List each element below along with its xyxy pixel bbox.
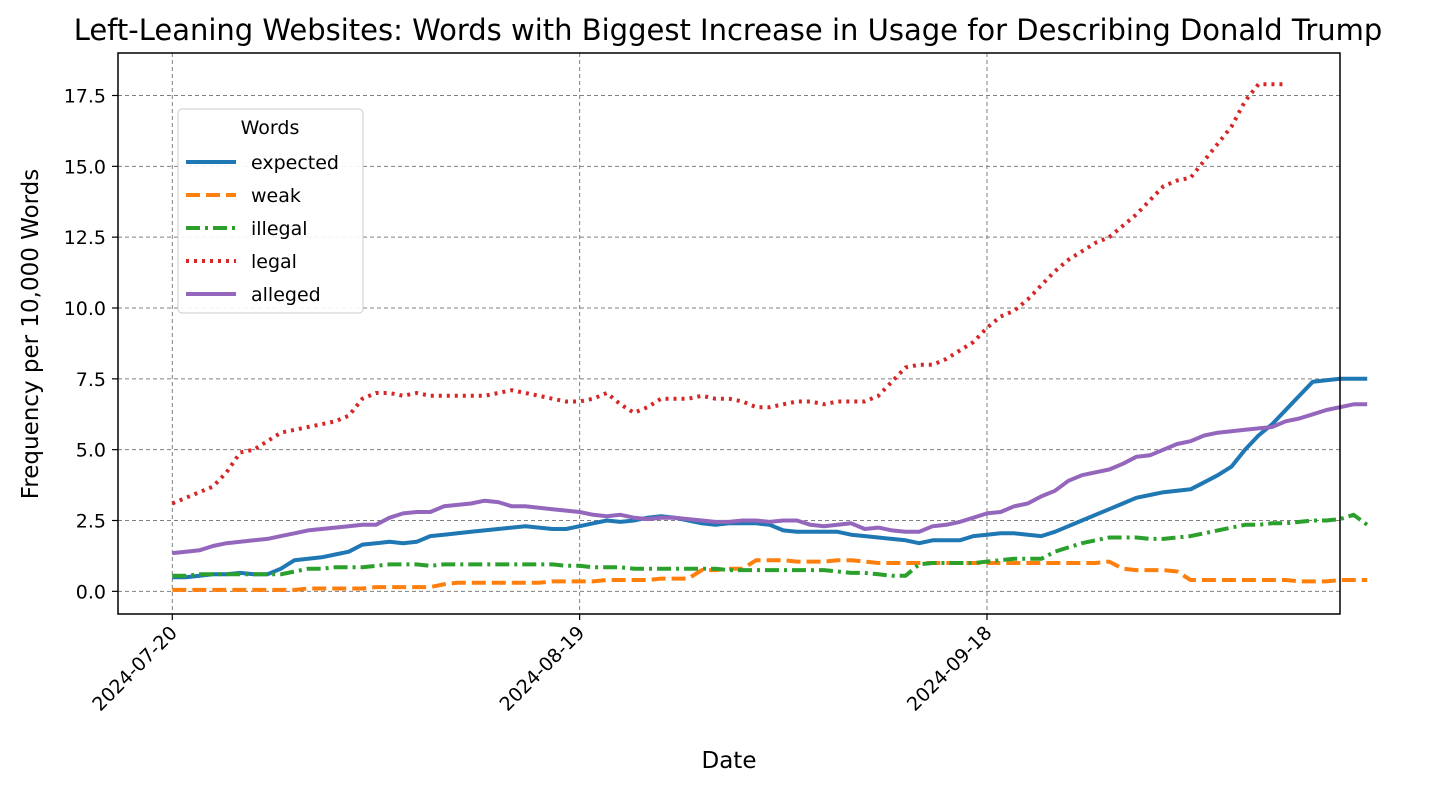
y-axis-label: Frequency per 10,000 Words: [18, 169, 44, 500]
x-tick-label: 2024-09-18: [903, 622, 997, 716]
y-tick-label: 2.5: [76, 511, 106, 533]
y-tick-label: 15.0: [64, 156, 106, 178]
y-tick-label: 17.5: [64, 86, 106, 108]
plot-area: [117, 52, 1341, 615]
legend-label-alleged: alleged: [251, 284, 321, 306]
series-line-illegal: [172, 512, 1369, 578]
chart-title: Left-Leaning Websites: Words with Bigges…: [74, 13, 1383, 47]
y-axis-ticks: 0.0 2.5 5.0 7.5 10.0 12.5 15.0 17.5: [64, 86, 118, 603]
y-tick-label: 0.0: [76, 581, 106, 603]
x-tick-label: 2024-07-20: [88, 622, 182, 716]
y-tick-label: 5.0: [76, 440, 106, 462]
legend: Words expected weak illegal legal alleged: [177, 108, 364, 314]
legend-box: [177, 108, 364, 314]
series-line-weak: [172, 558, 1368, 592]
x-axis-label: Date: [702, 748, 757, 774]
series-line-expected: [172, 376, 1368, 580]
legend-title: Words: [241, 117, 300, 139]
legend-label-legal: legal: [251, 251, 297, 273]
series-line-alleged: [172, 402, 1368, 556]
x-tick-label: 2024-08-19: [496, 622, 590, 716]
series-lines: [171, 82, 1369, 592]
y-tick-label: 10.0: [64, 298, 106, 320]
legend-label-expected: expected: [251, 152, 339, 174]
legend-label-illegal: illegal: [251, 218, 308, 240]
x-axis-ticks: 2024-07-20 2024-08-19 2024-09-18: [88, 614, 997, 716]
series-line-legal: [171, 82, 1286, 506]
y-tick-label: 12.5: [64, 227, 106, 249]
legend-label-weak: weak: [251, 185, 301, 207]
y-tick-label: 7.5: [76, 369, 106, 391]
